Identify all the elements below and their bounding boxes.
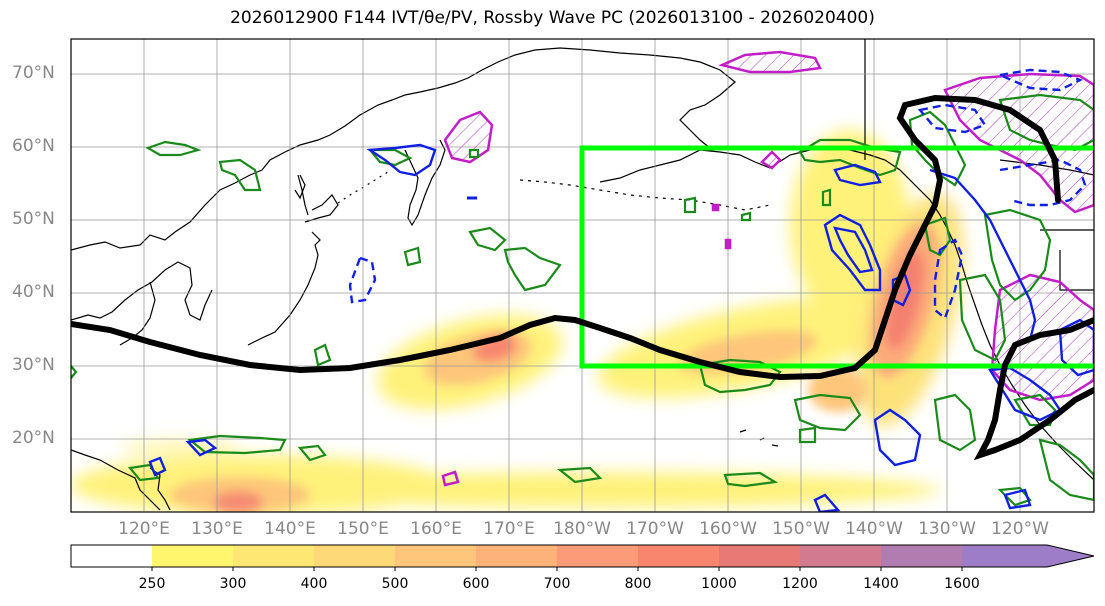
colorbar-tick-label: 800 xyxy=(624,576,652,592)
lat-label: 50°N xyxy=(12,209,55,229)
lon-label: 150°W xyxy=(772,519,830,539)
lat-label: 70°N xyxy=(12,63,55,83)
lon-label: 180°W xyxy=(553,519,611,539)
vorticity-contours xyxy=(148,68,1094,512)
chart-title: 2026012900 F144 IVT/θe/PV, Rossby Wave P… xyxy=(230,8,875,28)
colorbar-tick-label: 1200 xyxy=(782,576,818,592)
lon-label: 130°E xyxy=(191,519,243,539)
lon-label: 140°W xyxy=(845,519,903,539)
lon-label: 160°W xyxy=(699,519,757,539)
map-frame xyxy=(70,38,1095,513)
lat-label: 30°N xyxy=(12,355,55,375)
colorbar-tick-label: 1400 xyxy=(863,576,899,592)
colorbar-tick-label: 400 xyxy=(300,576,328,592)
lon-label: 140°E xyxy=(264,519,316,539)
thetae-contours xyxy=(71,93,1094,507)
colorbar-tick-label: 1600 xyxy=(944,576,980,592)
lon-label: 130°W xyxy=(918,519,976,539)
lon-label: 120°W xyxy=(991,519,1049,539)
colorbar-tick-label: 250 xyxy=(138,576,166,592)
lon-label: 170°E xyxy=(483,519,535,539)
waveguide-line xyxy=(71,94,1061,381)
colorbar-tick-label: 700 xyxy=(543,576,571,592)
lat-label: 60°N xyxy=(12,136,55,156)
lon-label: 170°W xyxy=(626,519,684,539)
rossby-wave-box xyxy=(579,145,1094,369)
lat-label: 40°N xyxy=(12,282,55,302)
coastlines xyxy=(71,39,1094,511)
lat-label: 20°N xyxy=(12,428,55,448)
colorbar-tick-label: 500 xyxy=(381,576,409,592)
lon-label: 120°E xyxy=(118,519,170,539)
colorbar-tick-label: 1000 xyxy=(701,576,737,592)
lon-label: 160°E xyxy=(410,519,462,539)
waveguide-line-2 xyxy=(973,317,1094,461)
colorbar-tick-label: 600 xyxy=(462,576,490,592)
colorbar xyxy=(70,544,1095,571)
colorbar-tick-label: 300 xyxy=(219,576,247,592)
lon-label: 150°E xyxy=(337,519,389,539)
